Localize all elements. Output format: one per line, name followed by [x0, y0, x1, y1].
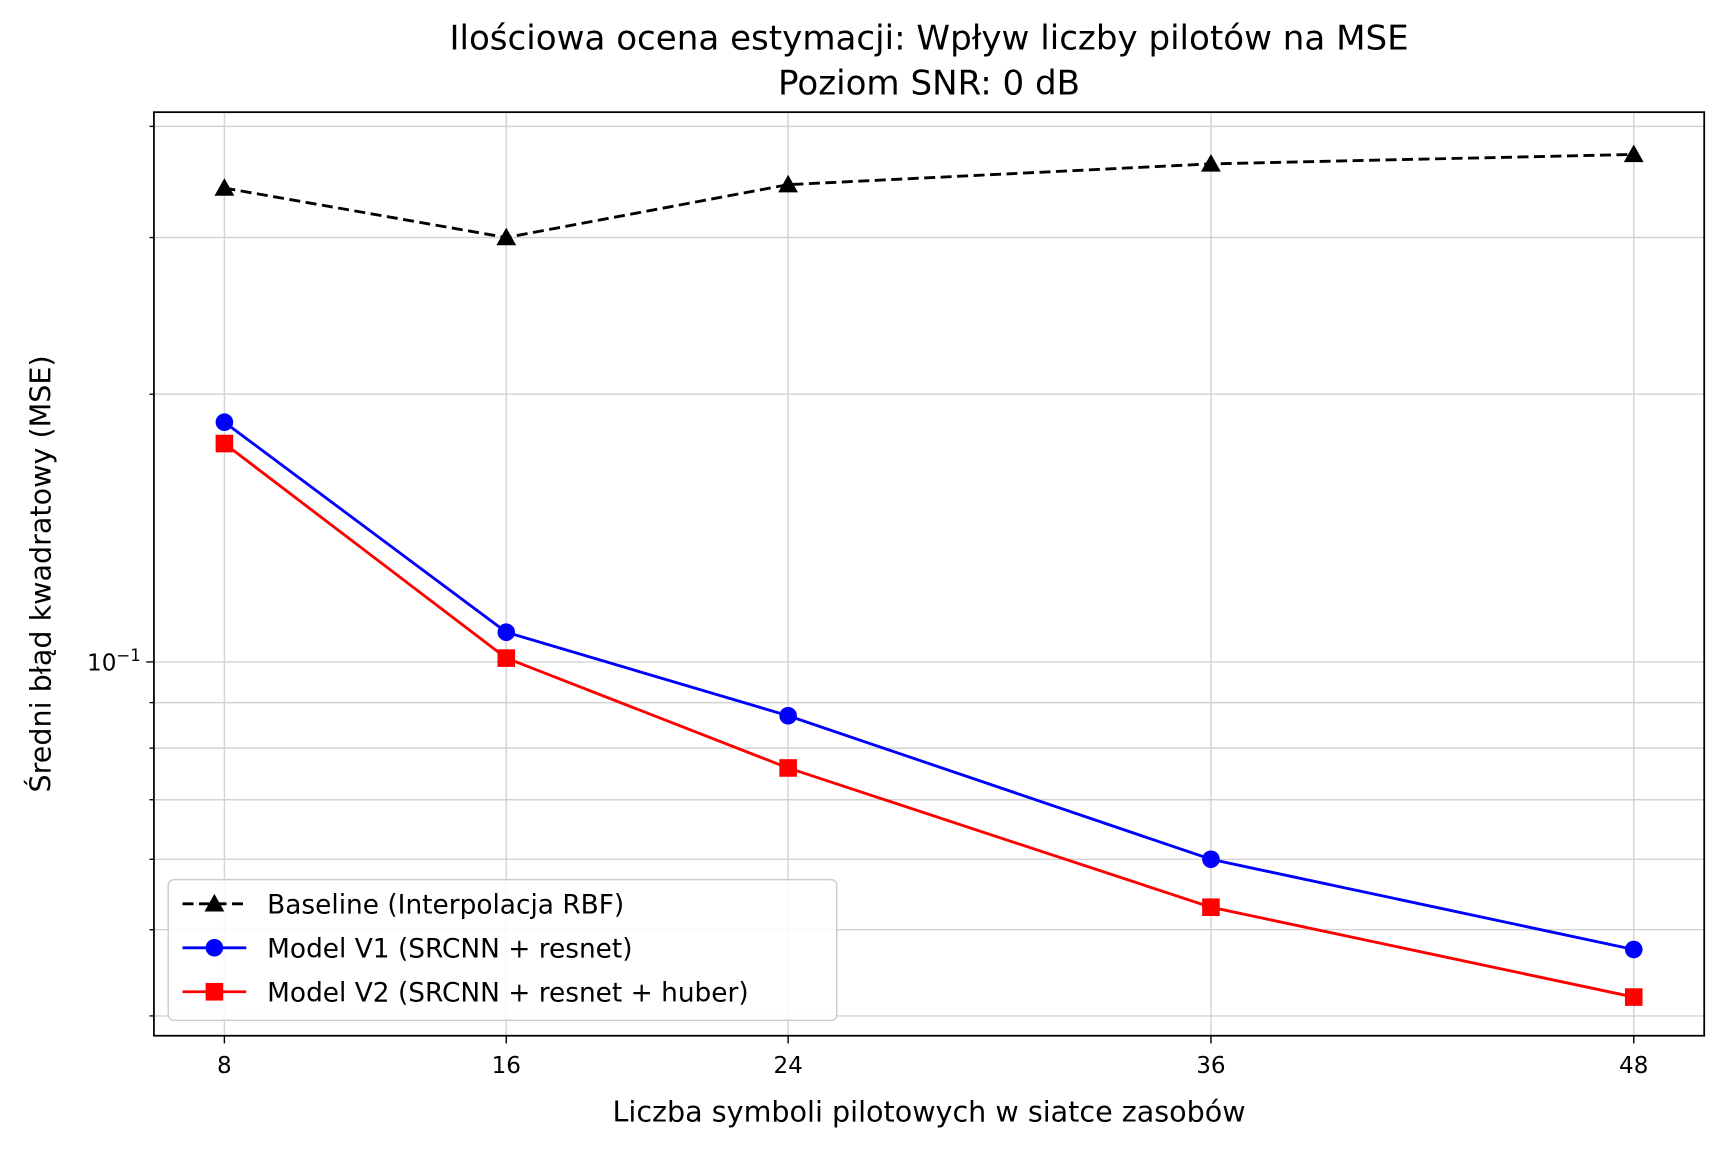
x-tick-label: 16 — [492, 1053, 521, 1079]
legend-label: Model V1 (SRCNN + resnet) — [267, 935, 632, 965]
data-point — [1624, 988, 1643, 1006]
series-line-1 — [224, 152, 1634, 239]
legend-label: Model V2 (SRCNN + resnet + huber) — [267, 979, 749, 1009]
data-point — [214, 178, 235, 196]
data-point — [1623, 144, 1644, 163]
x-tick-label: 36 — [1196, 1053, 1225, 1079]
legend: Baseline (Interpolacja RBF) Model V1 (SRC… — [167, 878, 838, 1022]
ticks: 8 16 24 36 48 10−1 — [87, 125, 1648, 1079]
series-line-2 — [223, 421, 1635, 951]
data-point — [1202, 898, 1220, 917]
data-point — [497, 623, 516, 642]
data-point — [496, 227, 517, 246]
x-tick-label: 8 — [217, 1053, 232, 1079]
legend-box — [167, 878, 838, 1022]
legend-marker — [204, 893, 225, 912]
y-tick-label: 10−1 — [87, 646, 141, 677]
legend-marker — [205, 938, 224, 957]
data-point — [779, 759, 797, 777]
chart-subtitle: Poziom SNR: 0 dB — [778, 64, 1080, 104]
x-axis-label: Liczba symboli pilotowych w siatce zasob… — [612, 1094, 1245, 1128]
plot-frame — [153, 111, 1706, 1037]
data-point — [215, 434, 234, 453]
data-point — [1202, 850, 1220, 869]
x-tick-label: 24 — [773, 1053, 802, 1079]
series-group — [214, 144, 1644, 1006]
data-point — [215, 413, 234, 431]
y-axis-label: Średni błąd kwadratowy (MSE) — [24, 355, 58, 792]
x-tick-label: 48 — [1619, 1053, 1648, 1079]
grid — [153, 112, 1705, 1036]
data-point — [497, 649, 516, 667]
legend-label: Baseline (Interpolacja RBF) — [267, 891, 624, 921]
data-point — [779, 706, 797, 725]
data-point — [778, 174, 799, 193]
legend-marker — [205, 982, 224, 1001]
data-point — [1624, 940, 1643, 959]
data-point — [1201, 153, 1221, 172]
chart-title: Ilościowa ocena estymacji: Wpływ liczby … — [449, 18, 1408, 58]
